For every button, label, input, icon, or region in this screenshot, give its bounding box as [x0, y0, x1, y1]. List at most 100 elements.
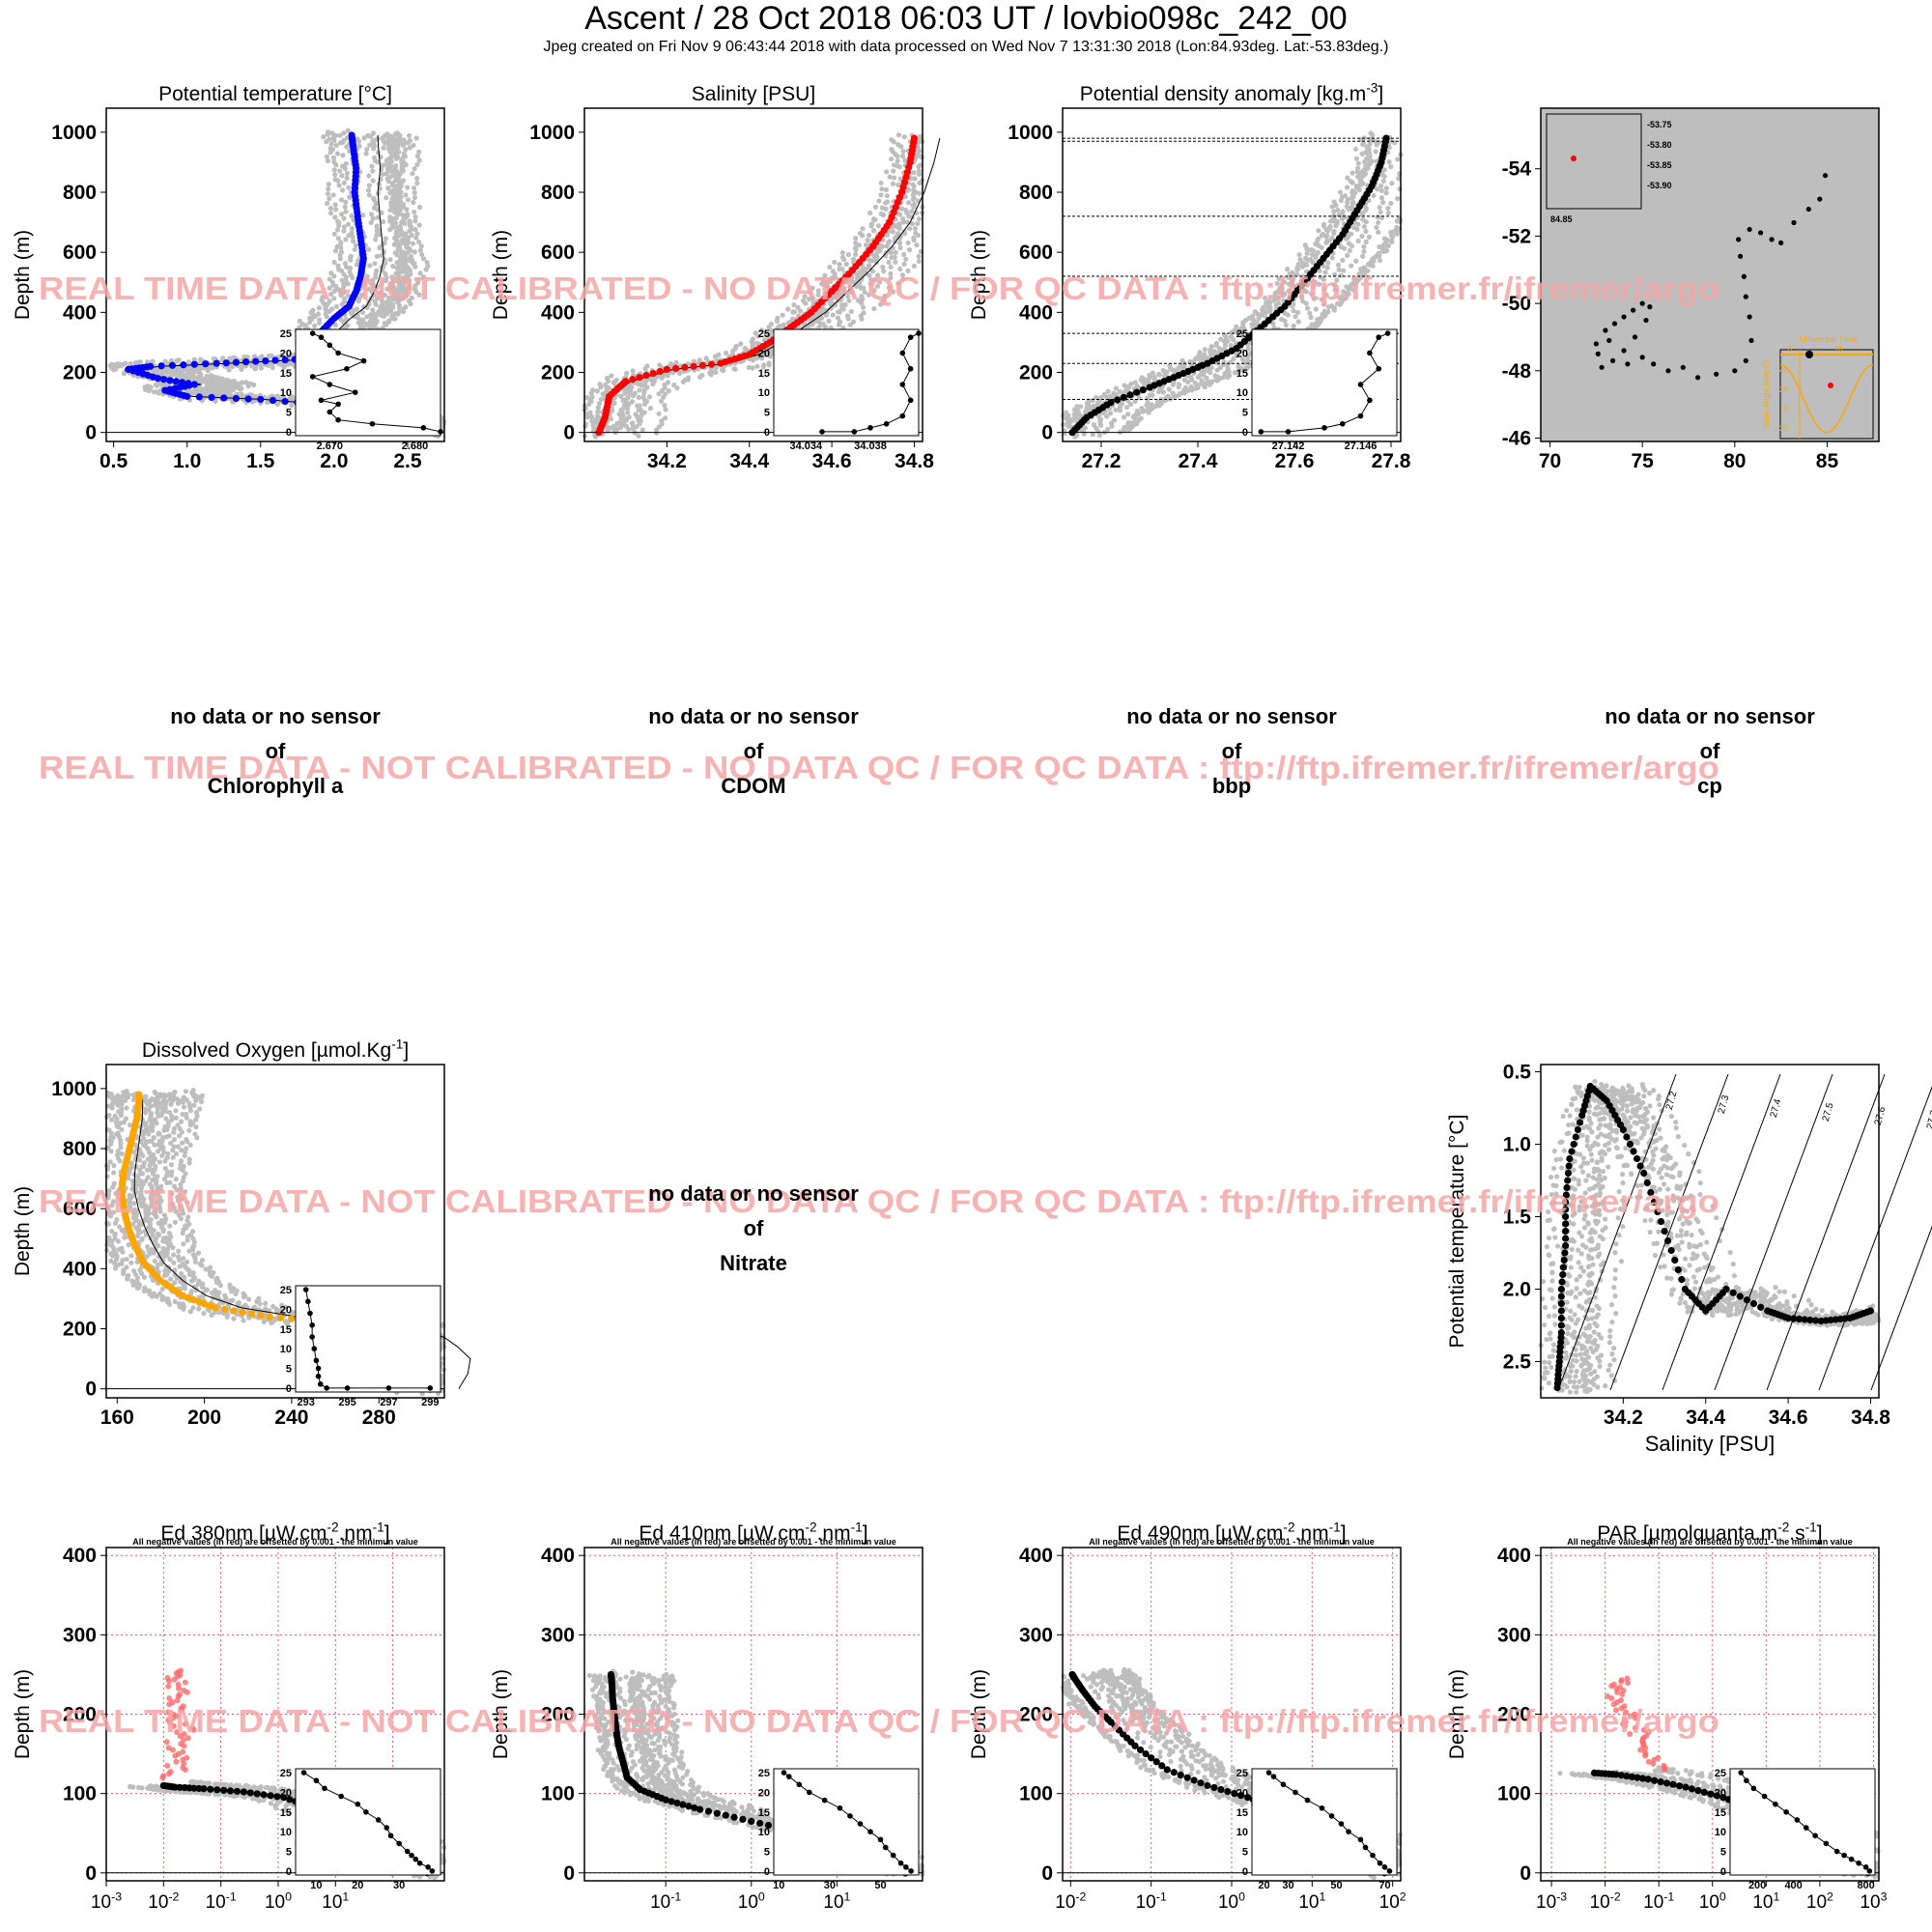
- data-point: [180, 361, 187, 369]
- history-point: [1377, 252, 1382, 259]
- history-point: [1379, 172, 1386, 178]
- history-point: [1160, 389, 1166, 395]
- history-point: [917, 137, 923, 143]
- history-point: [761, 362, 767, 368]
- history-point: [880, 264, 886, 270]
- history-point: [335, 236, 341, 242]
- data-point: [190, 360, 198, 368]
- inset-point: [369, 420, 376, 427]
- x-tick-label: 75: [1632, 450, 1655, 472]
- history-point: [151, 389, 157, 395]
- history-point: [1189, 377, 1195, 383]
- history-point: [1208, 370, 1213, 376]
- inset-point: [899, 412, 906, 419]
- history-point: [124, 1105, 129, 1111]
- history-point: [785, 306, 791, 312]
- inset-y-tick-label: 0: [286, 427, 292, 439]
- history-point: [1365, 165, 1371, 171]
- track-point: [1639, 355, 1645, 360]
- history-point: [414, 176, 420, 182]
- history-point: [405, 185, 411, 190]
- track-point: [1665, 368, 1671, 374]
- track-point: [1822, 173, 1829, 179]
- y-tick-label: 1000: [529, 122, 575, 144]
- data-point: [672, 364, 680, 372]
- history-point: [1377, 205, 1382, 211]
- history-point: [641, 382, 647, 387]
- history-point: [1378, 195, 1385, 201]
- history-point: [910, 203, 916, 209]
- history-point: [891, 175, 897, 181]
- history-point: [891, 168, 896, 174]
- history-point: [1367, 151, 1373, 156]
- history-point: [412, 226, 418, 233]
- history-point: [1378, 187, 1384, 194]
- history-point: [396, 212, 402, 217]
- history-point: [390, 216, 396, 222]
- history-point: [400, 213, 406, 218]
- history-point: [327, 298, 332, 304]
- inset-y-tick-label: 20: [280, 348, 292, 359]
- history-point: [386, 319, 392, 325]
- history-point: [327, 196, 332, 202]
- track-point: [1732, 368, 1738, 374]
- history-point: [331, 231, 337, 237]
- history-point: [1378, 210, 1383, 215]
- history-point: [1353, 258, 1359, 264]
- history-point: [1363, 206, 1369, 212]
- history-point: [610, 408, 615, 413]
- y-tick-label: 1000: [51, 122, 97, 144]
- history-point: [416, 204, 423, 211]
- sun-tick-label: 0: [1784, 405, 1789, 413]
- history-point: [1347, 247, 1352, 254]
- inset-y-tick-label: 10: [1236, 387, 1248, 399]
- history-point: [393, 220, 399, 226]
- history-point: [388, 135, 395, 141]
- history-point: [1357, 170, 1363, 176]
- x-tick-label: 34.6: [812, 450, 852, 472]
- track-point: [1743, 294, 1748, 299]
- history-point: [184, 1146, 189, 1151]
- history-point: [1224, 338, 1230, 344]
- history-point: [1337, 189, 1344, 195]
- inset-point: [1367, 350, 1373, 356]
- history-point: [1324, 233, 1330, 239]
- track-point: [1606, 337, 1612, 344]
- history-point: [367, 263, 373, 269]
- history-point: [1140, 409, 1146, 414]
- history-point: [1366, 146, 1372, 152]
- chart-title: Potential temperature [°C]: [158, 83, 392, 105]
- track-point: [1791, 219, 1797, 226]
- history-point: [392, 173, 398, 179]
- history-point: [334, 227, 341, 233]
- history-point: [595, 405, 601, 411]
- data-point: [269, 396, 277, 405]
- history-point: [328, 141, 334, 147]
- history-point: [903, 256, 909, 263]
- history-point: [330, 155, 337, 160]
- y-tick-label: -52: [1502, 225, 1531, 247]
- sun-tick-label: 6: [1788, 345, 1793, 354]
- history-point: [390, 263, 396, 270]
- history-point: [1302, 261, 1308, 268]
- history-point: [342, 165, 348, 172]
- history-point: [412, 209, 417, 215]
- history-point: [204, 381, 210, 386]
- history-point: [598, 396, 605, 402]
- history-point: [389, 314, 395, 320]
- history-point: [621, 397, 627, 403]
- history-point: [124, 1256, 129, 1263]
- history-point: [656, 411, 662, 416]
- history-point: [1318, 318, 1324, 324]
- history-point: [401, 216, 407, 222]
- history-point: [1113, 407, 1119, 412]
- history-point: [329, 130, 335, 136]
- profile-time: [1805, 351, 1813, 358]
- history-point: [1293, 314, 1298, 320]
- history-point: [1296, 252, 1302, 258]
- history-point: [853, 251, 859, 258]
- history-point: [1357, 180, 1364, 185]
- track-point: [1643, 317, 1649, 324]
- history-point: [411, 199, 416, 206]
- history-point: [371, 205, 378, 211]
